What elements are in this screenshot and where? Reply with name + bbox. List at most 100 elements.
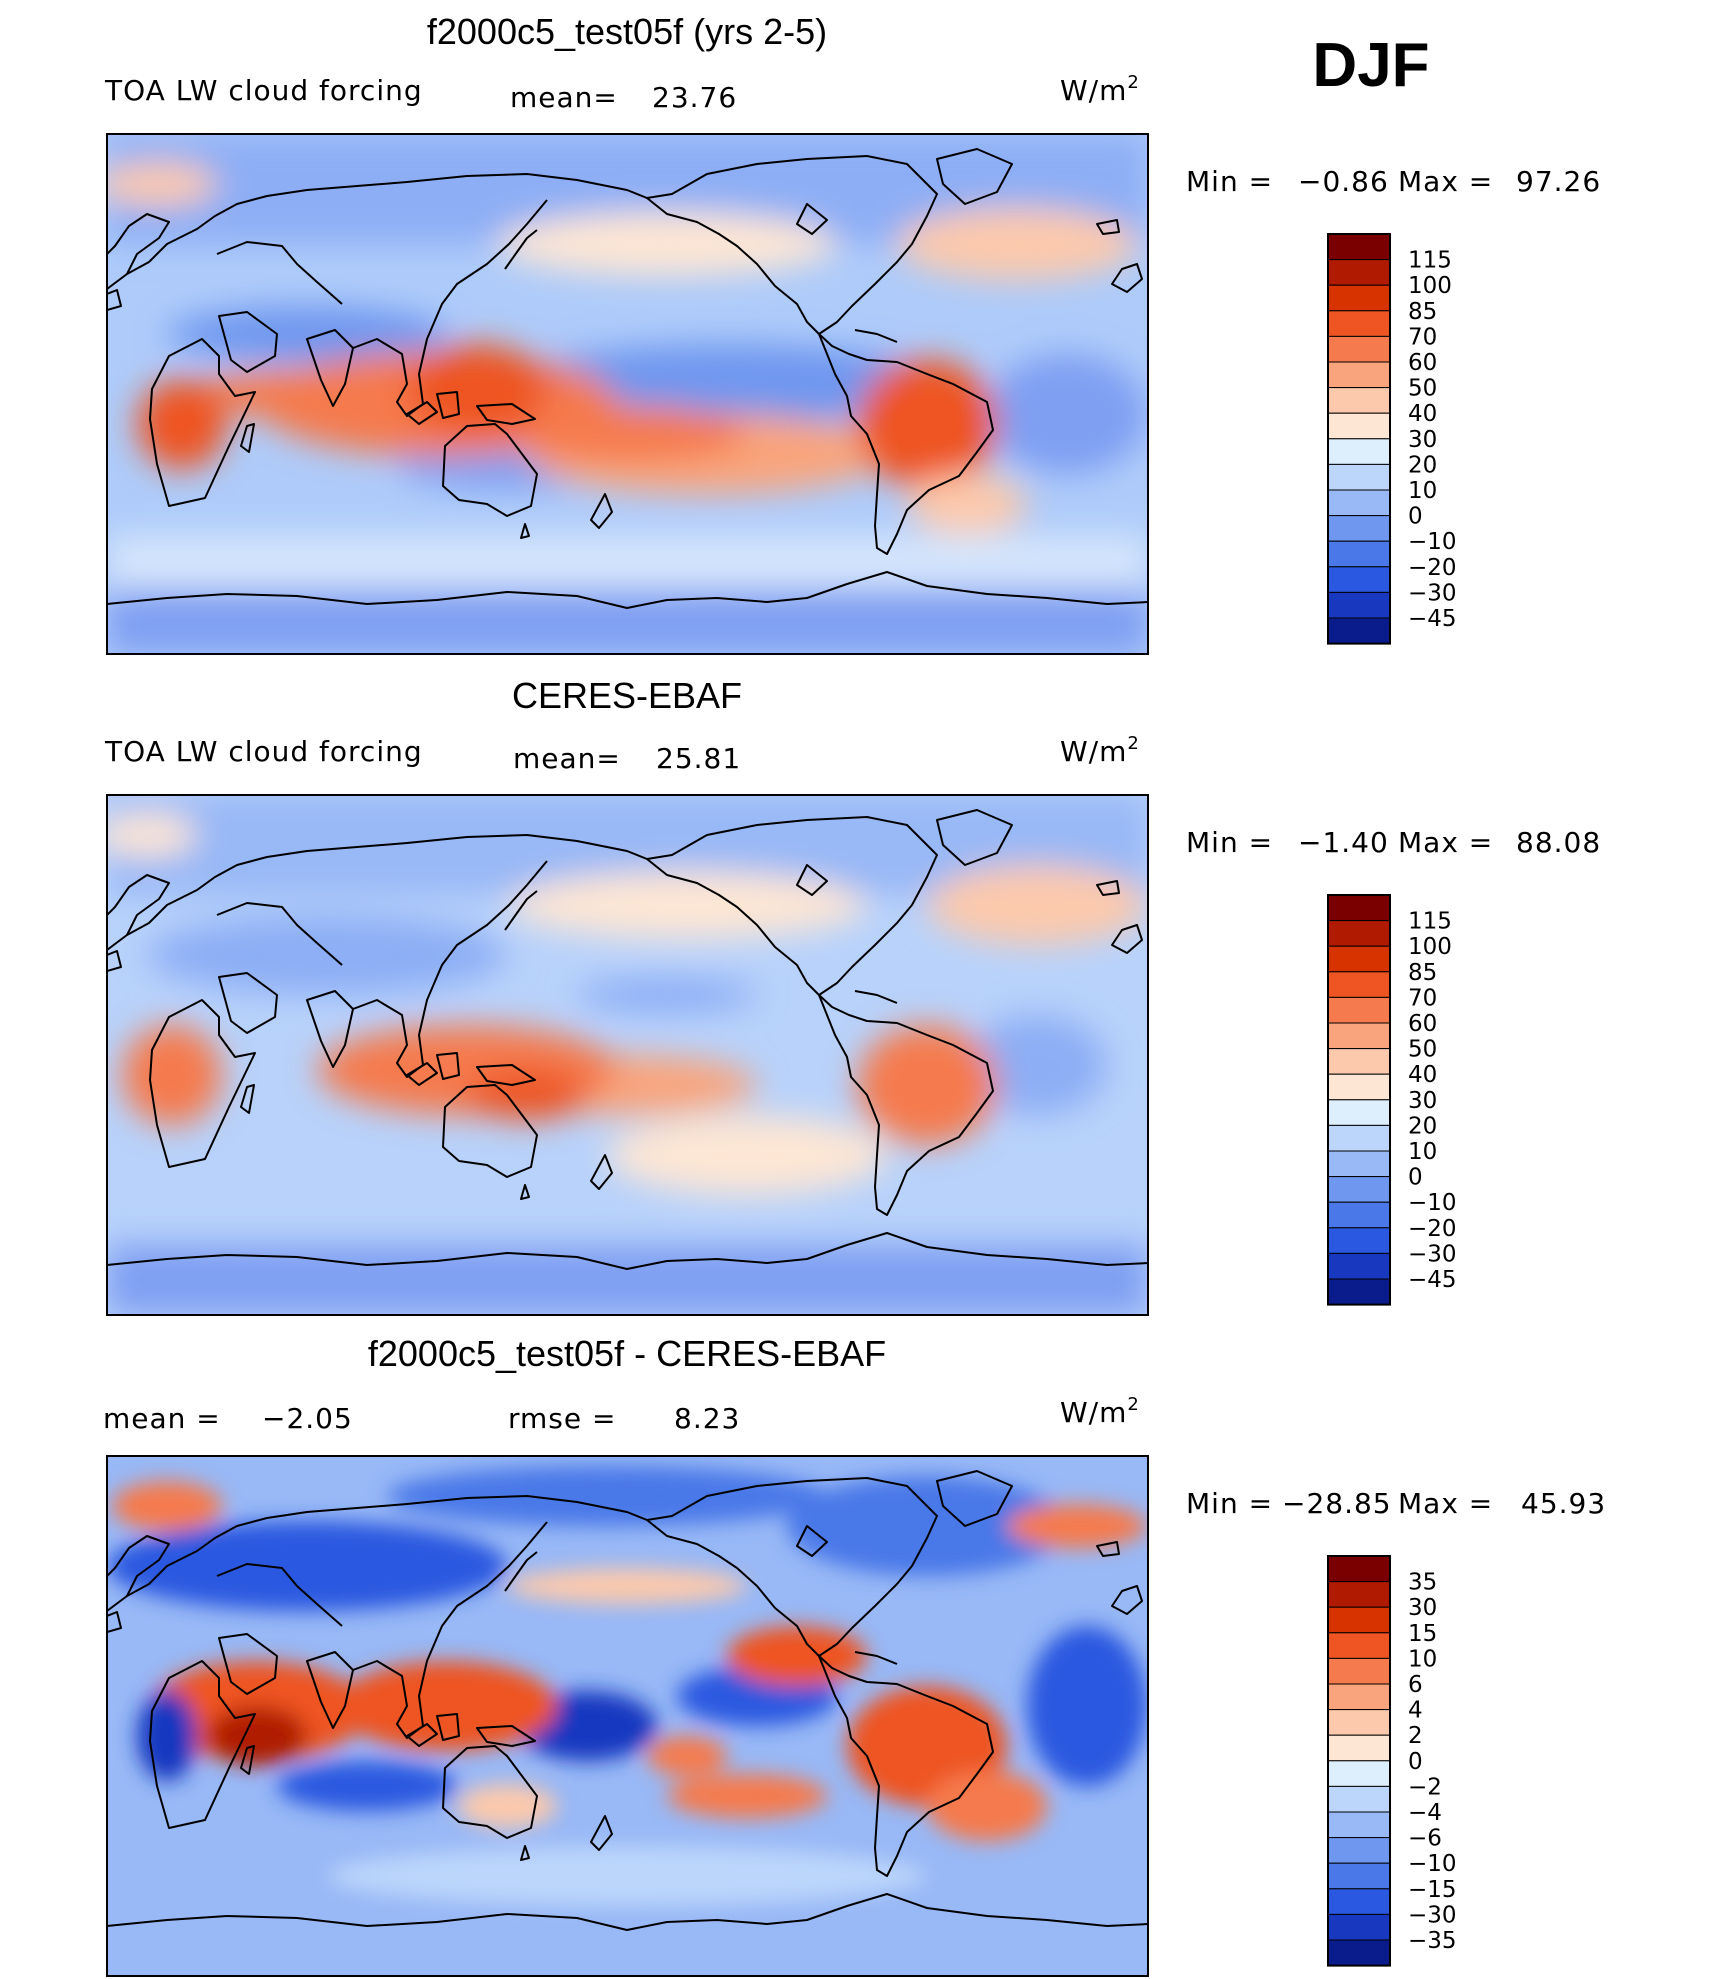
colorbar-swatch (1327, 515, 1391, 542)
panel-model: f2000c5_test05f (yrs 2-5) TOA LW cloud f… (104, 11, 1601, 655)
colorbar-tick-label: 85 (1408, 299, 1437, 325)
mean-stat: mean = −2.05 (103, 1402, 353, 1435)
min-label: Min = (1186, 1487, 1273, 1520)
min-value: −0.86 (1298, 165, 1389, 198)
colorbar-swatch (1327, 1657, 1391, 1685)
colorbar-swatch (1327, 463, 1391, 491)
colorbar-swatch (1327, 1785, 1391, 1813)
colorbar-tick-label: −45 (1408, 1267, 1457, 1293)
colorbar-frame (1327, 894, 1391, 1306)
min-value: −28.85 (1282, 1487, 1392, 1520)
rmse-stat: rmse = 8.23 (508, 1402, 739, 1435)
colorbar-tick-label: 0 (1408, 504, 1423, 530)
colorbar-tick-label: 10 (1408, 1646, 1437, 1672)
mean-value: 23.76 (652, 81, 737, 114)
mean-stat: mean= 23.76 (510, 81, 737, 114)
panel-title: f2000c5_test05f (yrs 2-5) (427, 11, 827, 52)
colorbar-swatch (1327, 361, 1391, 389)
colorbar-tick-label: 6 (1408, 1672, 1423, 1698)
map-frame (106, 794, 1149, 1316)
mean-label: mean = (103, 1402, 221, 1435)
colorbar-tick-label: 50 (1408, 376, 1437, 402)
colorbar-swatch (1327, 1581, 1391, 1608)
max-label: Max = (1398, 826, 1493, 859)
colorbar-swatch (1327, 1124, 1391, 1152)
colorbar-tick-label: 4 (1408, 1698, 1423, 1724)
colorbar-swatch (1327, 387, 1391, 414)
colorbar-swatch (1327, 1099, 1391, 1126)
units-label: W/m2 (1060, 733, 1140, 768)
colorbar-swatch (1327, 489, 1391, 517)
colorbar-tick-label: 30 (1408, 427, 1437, 453)
mean-value: 25.81 (656, 742, 741, 775)
colorbar-swatch (1327, 1278, 1391, 1306)
colorbar-tick-label: −4 (1408, 1800, 1442, 1826)
colorbar-swatch (1327, 894, 1391, 922)
units-base: W/m (1060, 735, 1127, 768)
colorbar-swatch (1327, 1150, 1391, 1178)
colorbar-tick-label: −20 (1408, 555, 1457, 581)
colorbar-tick-label: 50 (1408, 1037, 1437, 1063)
units-base: W/m (1060, 74, 1127, 107)
rmse-label: rmse = (508, 1402, 616, 1435)
colorbar-tick-label: 0 (1408, 1165, 1423, 1191)
colorbar-swatch (1327, 1837, 1391, 1864)
min-max: Min = −28.85 Max = 45.93 (1186, 1487, 1606, 1520)
colorbar-swatch (1327, 1048, 1391, 1075)
colorbar-tick-label: 15 (1408, 1621, 1437, 1647)
svg-text:W/m2: W/m2 (1060, 1394, 1140, 1429)
colorbar-swatch (1327, 412, 1391, 440)
colorbar-swatch (1327, 1022, 1391, 1050)
colorbar-tick-label: −10 (1408, 1190, 1457, 1216)
svg-text:W/m2: W/m2 (1060, 733, 1140, 768)
colorbar-tick-label: 100 (1408, 934, 1452, 960)
colorbar-tick-label: 20 (1408, 1113, 1437, 1139)
colorbar-swatch (1327, 540, 1391, 568)
max-label: Max = (1398, 1487, 1493, 1520)
colorbar-swatch (1327, 1073, 1391, 1101)
colorbar-tick-label: 60 (1408, 350, 1437, 376)
colorbar-swatch (1327, 591, 1391, 619)
colorbar-tick-label: −10 (1408, 1851, 1457, 1877)
colorbar-swatch (1327, 996, 1391, 1024)
colorbar-swatch (1327, 920, 1391, 947)
colorbar-tick-label: 20 (1408, 452, 1437, 478)
colorbar-tick-label: 115 (1408, 909, 1452, 935)
panel-diff: f2000c5_test05f - CERES-EBAF mean = −2.0… (103, 1333, 1606, 1977)
colorbar-tick-label: 70 (1408, 985, 1437, 1011)
max-label: Max = (1398, 165, 1493, 198)
colorbar-tick-label: 115 (1408, 248, 1452, 274)
colorbar-frame (1327, 233, 1391, 645)
colorbar-tick-label: 40 (1408, 1062, 1437, 1088)
mean-value: −2.05 (262, 1402, 353, 1435)
min-max: Min = −1.40 Max = 88.08 (1186, 826, 1601, 859)
colorbar-swatch (1327, 438, 1391, 465)
mean-stat: mean= 25.81 (513, 742, 741, 775)
max-value: 97.26 (1516, 165, 1601, 198)
colorbar-tick-label: 30 (1408, 1595, 1437, 1621)
min-label: Min = (1186, 826, 1273, 859)
map-model (107, 134, 1148, 654)
colorbar-tick-label: 10 (1408, 478, 1437, 504)
mean-label: mean= (510, 81, 618, 114)
colorbar-swatch (1327, 1734, 1391, 1762)
colorbar-tick-label: −30 (1408, 1241, 1457, 1267)
colorbar-swatch (1327, 1709, 1391, 1736)
units-base: W/m (1060, 1396, 1127, 1429)
colorbar-swatch (1327, 259, 1391, 286)
colorbar-tick-label: 30 (1408, 1088, 1437, 1114)
colorbar-swatch (1327, 971, 1391, 998)
colorbar-tick-label: −2 (1408, 1774, 1442, 1800)
min-label: Min = (1186, 165, 1273, 198)
max-value: 88.08 (1516, 826, 1601, 859)
colorbar-tick-label: −10 (1408, 529, 1457, 555)
colorbar-tick-label: −20 (1408, 1216, 1457, 1242)
mean-label: mean= (513, 742, 621, 775)
min-value: −1.40 (1298, 826, 1389, 859)
max-value: 45.93 (1521, 1487, 1606, 1520)
map-obs (107, 795, 1148, 1315)
colorbar-swatch (1327, 233, 1391, 261)
